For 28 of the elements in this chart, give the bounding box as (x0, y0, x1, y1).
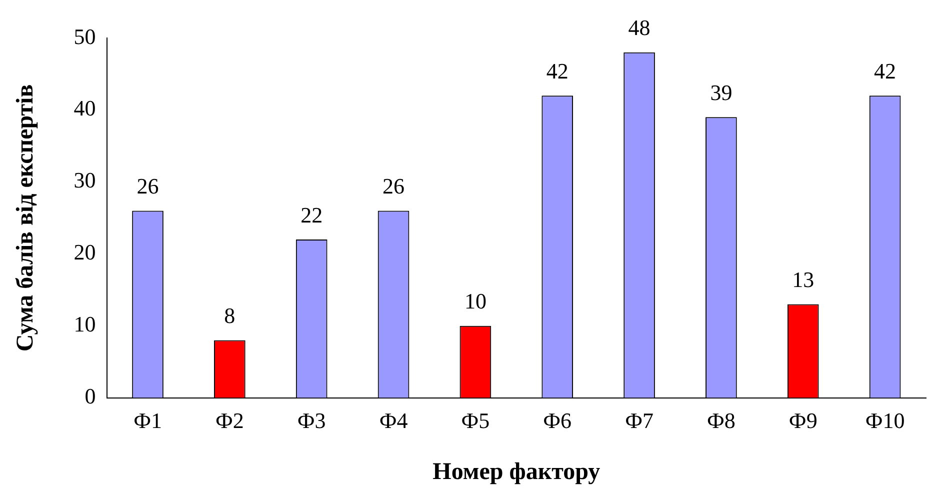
x-tick-label: Ф1 (134, 408, 162, 433)
x-tick-label: Ф4 (379, 408, 408, 433)
y-tick-label: 10 (74, 312, 96, 337)
x-tick-label: Ф5 (461, 408, 490, 433)
x-tick-label: Ф7 (625, 408, 654, 433)
data-label: 13 (792, 267, 814, 292)
y-tick-label: 20 (74, 240, 96, 265)
y-tick-label: 30 (74, 168, 96, 193)
data-label: 48 (628, 15, 650, 40)
data-label: 22 (300, 202, 323, 228)
y-axis-title: Сума балів від експертів (12, 84, 39, 352)
data-label: 39 (710, 80, 732, 105)
data-label: 26 (382, 173, 405, 198)
x-axis-title: Номер фактору (432, 458, 600, 485)
x-tick-label: Ф6 (543, 408, 572, 433)
data-label: 8 (224, 303, 236, 328)
x-tick-label: Ф2 (215, 408, 244, 433)
x-tick-label: Ф9 (788, 408, 818, 433)
x-tick-label: Ф3 (297, 408, 326, 433)
y-tick-label: 0 (84, 384, 96, 409)
x-tick-label: Ф10 (865, 408, 905, 433)
data-label: 26 (136, 173, 159, 198)
y-tick-label: 50 (74, 24, 96, 49)
data-label: 42 (546, 58, 568, 84)
x-tick-label: Ф8 (707, 408, 736, 433)
data-label: 42 (874, 58, 896, 84)
y-tick-label: 40 (74, 96, 96, 121)
data-label: 10 (464, 288, 486, 314)
